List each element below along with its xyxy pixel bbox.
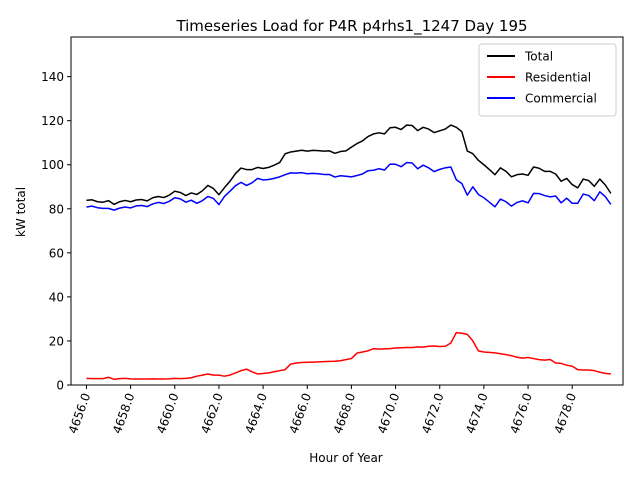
y-tick-label: 80 <box>49 202 64 216</box>
legend-label-residential: Residential <box>525 71 591 85</box>
series-line-residential <box>86 331 611 381</box>
y-tick-label: 60 <box>49 246 64 260</box>
axes-frame <box>70 36 624 386</box>
y-tick-label: 100 <box>41 158 64 172</box>
x-axis-label: Hour of Year <box>309 451 383 465</box>
chart-title: Timeseries Load for P4R p4rhs1_1247 Day … <box>175 17 527 36</box>
y-tick-label: 120 <box>41 114 64 128</box>
legend-label-total: Total <box>524 50 553 64</box>
y-axis-label: kW total <box>14 187 28 237</box>
series-line-commercial <box>86 161 612 211</box>
series-layer <box>86 124 612 381</box>
y-axis-ticks: 0 20 40 60 80 100 120 140 <box>41 70 71 393</box>
y-tick-label: 0 <box>56 379 64 393</box>
legend: Total Residential Commercial <box>478 43 617 117</box>
y-tick-label: 20 <box>49 334 64 348</box>
y-tick-label: 40 <box>49 290 64 304</box>
series-line-total <box>86 124 612 206</box>
legend-label-commercial: Commercial <box>525 92 597 106</box>
y-tick-label: 140 <box>41 70 64 84</box>
